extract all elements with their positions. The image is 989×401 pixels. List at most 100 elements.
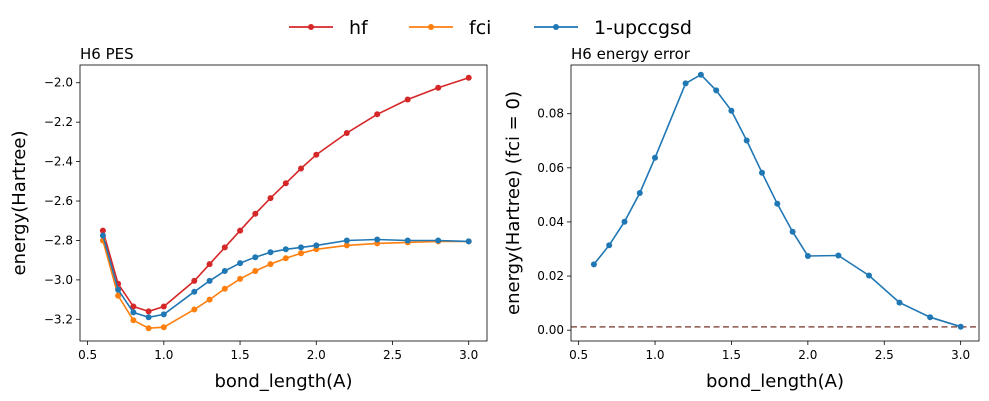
x-tick-label: 0.5 <box>78 348 97 362</box>
data-point-hf <box>221 244 228 251</box>
data-point-1-upccgsd <box>927 314 934 321</box>
data-point-hf <box>313 151 320 158</box>
data-point-hf <box>130 303 137 310</box>
data-point-1-upccgsd <box>636 190 643 196</box>
data-point-1-upccgsd <box>789 228 796 235</box>
x-tick-label: 2.5 <box>875 348 894 362</box>
data-point-1-upccgsd <box>160 311 167 318</box>
x-tick-label: 1.0 <box>154 348 173 362</box>
plot-frame <box>570 64 980 342</box>
data-point-hf <box>282 180 289 187</box>
data-point-hf <box>191 277 198 284</box>
legend: hf fci 1-upccgsd <box>289 17 692 39</box>
x-axis-label: bond_length(A) <box>706 371 844 392</box>
chart-title: H6 energy error <box>571 45 691 63</box>
data-point-1-upccgsd <box>759 169 765 176</box>
legend-swatch-marker <box>553 24 559 30</box>
data-point-1-upccgsd <box>298 244 304 251</box>
x-tick-label: 3.0 <box>459 348 478 362</box>
data-point-1-upccgsd <box>252 254 259 261</box>
data-point-1-upccgsd <box>621 218 628 225</box>
legend-label-fci: fci <box>469 17 491 39</box>
data-point-1-upccgsd <box>145 314 152 321</box>
data-point-1-upccgsd <box>465 238 472 245</box>
data-point-fci <box>130 317 137 324</box>
data-point-1-upccgsd <box>606 242 613 249</box>
data-point-fci <box>115 292 122 299</box>
data-point-hf <box>160 303 167 310</box>
data-point-1-upccgsd <box>957 323 964 330</box>
data-point-fci <box>267 261 274 268</box>
data-point-1-upccgsd <box>713 87 720 94</box>
x-tick-label: 2.5 <box>383 348 402 362</box>
data-point-1-upccgsd <box>728 107 735 114</box>
x-tick-label: 3.0 <box>951 348 970 362</box>
y-axis-label: energy(Hartree) (fci = 0) <box>503 91 524 315</box>
data-point-fci <box>298 250 304 257</box>
data-point-hf <box>465 74 472 81</box>
y-tick-label: 0.08 <box>537 107 564 121</box>
data-point-1-upccgsd <box>130 309 137 316</box>
data-point-1-upccgsd <box>237 260 244 267</box>
data-point-1-upccgsd <box>313 242 320 249</box>
legend-swatch-marker <box>428 24 434 30</box>
data-point-hf <box>343 130 350 136</box>
data-point-1-upccgsd <box>404 237 411 244</box>
y-tick-label: −2.6 <box>44 194 73 208</box>
y-tick-label: −3.0 <box>44 273 73 287</box>
data-point-hf <box>237 227 244 234</box>
data-point-1-upccgsd <box>896 299 903 306</box>
data-point-1-upccgsd <box>221 268 228 274</box>
y-tick-label: −3.2 <box>44 312 73 326</box>
data-point-1-upccgsd <box>435 237 442 244</box>
data-point-1-upccgsd <box>682 80 689 87</box>
data-point-1-upccgsd <box>743 137 750 144</box>
data-point-1-upccgsd <box>590 261 597 268</box>
data-point-fci <box>191 306 198 313</box>
data-point-hf <box>145 308 152 315</box>
series-line-1-upccgsd <box>593 73 961 328</box>
data-point-1-upccgsd <box>343 237 350 244</box>
data-point-fci <box>237 275 244 282</box>
data-point-1-upccgsd <box>282 246 289 253</box>
data-point-1-upccgsd <box>866 272 872 279</box>
data-point-fci <box>221 285 228 292</box>
y-axis-label: energy(Hartree) <box>9 131 30 276</box>
y-tick-label: −2.8 <box>44 233 73 247</box>
data-point-hf <box>206 261 213 268</box>
legend-swatch-marker <box>308 24 314 30</box>
data-point-hf <box>298 165 304 172</box>
data-point-1-upccgsd <box>115 286 122 293</box>
y-tick-label: −2.0 <box>44 76 73 90</box>
x-tick-label: 1.5 <box>231 348 250 362</box>
series-line-hf <box>102 77 469 313</box>
legend-label-1-upccgsd: 1-upccgsd <box>594 17 692 39</box>
chart-title: H6 PES <box>80 45 134 63</box>
data-point-hf <box>267 195 274 202</box>
data-point-1-upccgsd <box>99 232 106 239</box>
plot-frame <box>79 64 488 342</box>
x-tick-label: 2.0 <box>307 348 326 362</box>
data-point-hf <box>252 210 259 217</box>
data-point-fci <box>343 242 350 249</box>
data-point-hf <box>404 96 411 103</box>
y-tick-label: −2.4 <box>44 155 73 169</box>
data-point-fci <box>252 268 259 274</box>
data-point-1-upccgsd <box>374 236 381 243</box>
x-axis-label: bond_length(A) <box>214 371 352 392</box>
legend-label-hf: hf <box>349 17 369 39</box>
data-point-1-upccgsd <box>697 71 704 78</box>
x-tick-label: 1.5 <box>722 348 741 362</box>
y-tick-label: −2.2 <box>44 115 73 129</box>
data-point-1-upccgsd <box>652 154 658 161</box>
data-point-1-upccgsd <box>191 288 198 295</box>
data-point-1-upccgsd <box>267 249 274 256</box>
y-tick-label: 0.06 <box>537 161 564 175</box>
y-tick-label: 0.02 <box>537 269 564 283</box>
data-point-hf <box>374 111 381 118</box>
x-tick-label: 0.5 <box>569 348 588 362</box>
x-tick-label: 1.0 <box>645 348 664 362</box>
data-point-1-upccgsd <box>206 277 213 284</box>
x-tick-label: 2.0 <box>798 348 817 362</box>
